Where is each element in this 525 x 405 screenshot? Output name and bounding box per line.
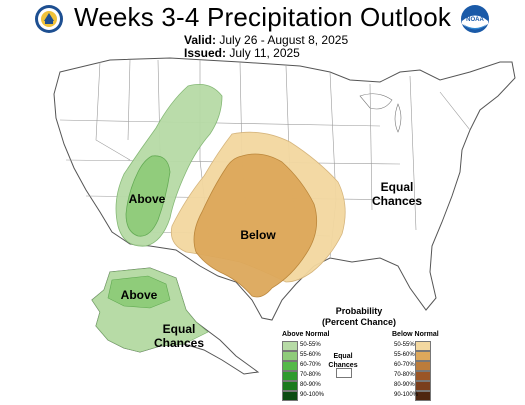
legend-below-label: 80-90% xyxy=(394,382,415,388)
legend-above-swatch xyxy=(282,361,298,371)
legend-above-swatch xyxy=(282,351,298,361)
legend-below-swatch xyxy=(415,391,431,401)
legend-below-swatch xyxy=(415,351,431,361)
legend-below-label: 60-70% xyxy=(394,362,415,368)
issued-line: Issued: July 11, 2025 xyxy=(184,46,300,60)
legend-below-swatch xyxy=(415,341,431,351)
legend-below-label: 90-100% xyxy=(394,392,419,398)
valid-label: Valid: xyxy=(184,33,217,47)
svg-text:NOAA: NOAA xyxy=(466,17,484,23)
legend-above-swatch xyxy=(282,341,298,351)
doc-seal-icon xyxy=(34,4,64,34)
legend-above-swatch xyxy=(282,381,298,391)
legend-below-label: 55-60% xyxy=(394,352,415,358)
legend-equal-label: Equal Chances xyxy=(328,353,358,369)
noaa-logo-icon: NOAA xyxy=(460,4,490,34)
legend-above-swatch xyxy=(282,391,298,401)
alaska-above-mid xyxy=(107,275,171,309)
legend-above-label: 70-80% xyxy=(300,372,321,378)
page-title: Weeks 3-4 Precipitation Outlook xyxy=(73,2,452,32)
map-label-above: Above xyxy=(128,192,166,206)
state-boundaries xyxy=(59,59,471,259)
issued-label: Issued: xyxy=(184,46,227,60)
legend-below-label: 70-80% xyxy=(394,372,415,378)
legend-above-label: 50-55% xyxy=(300,342,321,348)
map-label-alaska-equal-chances: Equal Chances xyxy=(153,322,205,350)
valid-line: Valid: July 26 - August 8, 2025 xyxy=(184,33,348,47)
valid-value: July 26 - August 8, 2025 xyxy=(219,33,349,47)
legend-above-label: 55-60% xyxy=(300,352,321,358)
legend-above-label: 80-90% xyxy=(300,382,321,388)
legend-below-swatch xyxy=(415,361,431,371)
issued-value: July 11, 2025 xyxy=(229,46,300,60)
map-label-equal-chances: Equal Chances xyxy=(371,180,423,208)
legend-below-head: Below Normal xyxy=(392,331,439,338)
legend-below-swatch xyxy=(415,381,431,391)
below-region-mid xyxy=(193,153,318,298)
legend-title: Probability (Percent Chance) xyxy=(321,306,397,327)
legend-below-swatch xyxy=(415,371,431,381)
legend-above-swatch xyxy=(282,371,298,381)
legend-above-head: Above Normal xyxy=(282,331,330,338)
legend-below-label: 50-55% xyxy=(394,342,415,348)
legend-above-label: 90-100% xyxy=(300,392,325,398)
map-label-below: Below xyxy=(240,228,276,242)
above-region-mid xyxy=(125,155,171,237)
legend-equal-swatch xyxy=(336,368,352,378)
legend-above-label: 60-70% xyxy=(300,362,321,368)
map-label-alaska-above: Above xyxy=(120,288,158,302)
